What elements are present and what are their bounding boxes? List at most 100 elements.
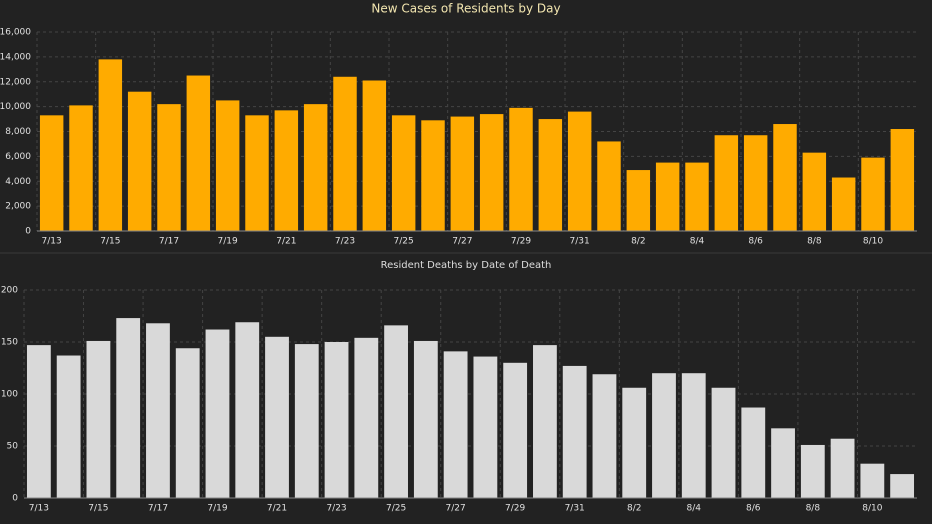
bar — [324, 342, 349, 498]
bar — [771, 428, 795, 498]
y-tick-label: 200 — [1, 286, 18, 296]
x-tick-label: 7/21 — [267, 504, 287, 514]
bar — [26, 345, 51, 498]
bar — [157, 104, 181, 231]
bar — [743, 135, 768, 231]
x-tick-label: 8/6 — [748, 237, 763, 247]
bar — [831, 177, 856, 231]
x-tick-label: 7/29 — [505, 504, 525, 514]
x-tick-label: 7/19 — [207, 504, 227, 514]
x-tick-label: 8/6 — [746, 504, 761, 514]
x-tick-label: 8/4 — [687, 504, 702, 514]
x-tick-label: 8/8 — [806, 504, 821, 514]
chart-title: Resident Deaths by Date of Death — [381, 260, 552, 271]
x-tick-label: 7/19 — [218, 237, 238, 247]
bar — [98, 59, 123, 231]
bar — [538, 119, 563, 231]
bar — [354, 337, 379, 498]
x-tick-label: 7/15 — [100, 237, 120, 247]
bar — [509, 107, 533, 231]
x-tick-label: 7/31 — [565, 504, 585, 514]
bar — [265, 336, 289, 498]
bar — [830, 438, 855, 498]
bar — [711, 387, 736, 498]
x-tick-label: 8/4 — [690, 237, 705, 247]
x-tick-label: 7/13 — [29, 504, 49, 514]
x-tick-label: 7/27 — [452, 237, 472, 247]
bar — [384, 325, 408, 498]
bar — [274, 110, 299, 231]
x-tick-label: 7/17 — [148, 504, 168, 514]
x-tick-label: 7/23 — [335, 237, 355, 247]
y-tick-label: 0 — [25, 227, 31, 237]
bar — [652, 373, 676, 498]
y-tick-label: 12,000 — [0, 77, 31, 87]
bar — [890, 129, 915, 231]
y-tick-label: 0 — [12, 494, 18, 504]
bar — [215, 100, 240, 231]
x-tick-label: 8/10 — [862, 504, 882, 514]
bar — [175, 348, 200, 498]
bar — [567, 111, 592, 231]
x-tick-label: 7/31 — [570, 237, 590, 247]
bar — [362, 80, 387, 231]
x-tick-label: 8/2 — [631, 237, 645, 247]
bar — [450, 116, 475, 231]
bar — [890, 474, 915, 498]
bar — [303, 104, 328, 231]
bar — [56, 355, 81, 498]
bar — [146, 323, 170, 498]
y-tick-label: 6,000 — [5, 152, 31, 162]
y-tick-label: 100 — [1, 390, 18, 400]
bar — [773, 124, 797, 231]
bar — [116, 318, 141, 498]
bar — [714, 135, 739, 231]
bar — [69, 105, 93, 231]
bar — [597, 141, 621, 231]
x-tick-label: 7/15 — [88, 504, 108, 514]
bar — [800, 444, 825, 498]
y-tick-label: 8,000 — [5, 127, 31, 137]
chart-title: New Cases of Residents by Day — [371, 2, 560, 16]
bar — [479, 114, 504, 231]
bar — [294, 344, 319, 498]
bar — [443, 351, 468, 498]
y-tick-label: 4,000 — [5, 177, 31, 187]
bar — [186, 75, 211, 231]
bar — [235, 322, 260, 498]
x-tick-label: 7/25 — [394, 237, 414, 247]
x-tick-label: 7/27 — [446, 504, 466, 514]
bar — [685, 162, 709, 231]
y-tick-label: 2,000 — [5, 202, 31, 212]
y-tick-label: 14,000 — [0, 52, 31, 62]
bar — [592, 374, 617, 498]
x-tick-label: 8/10 — [863, 237, 883, 247]
x-tick-label: 8/2 — [627, 504, 641, 514]
bar — [245, 115, 269, 231]
bar — [741, 407, 766, 498]
x-tick-label: 7/17 — [159, 237, 179, 247]
bar — [861, 157, 885, 231]
y-tick-label: 150 — [1, 338, 18, 348]
y-tick-label: 10,000 — [0, 102, 31, 112]
x-tick-label: 7/29 — [511, 237, 531, 247]
bar — [802, 152, 827, 231]
x-tick-label: 8/8 — [807, 237, 822, 247]
bar — [681, 373, 706, 498]
bar — [421, 120, 445, 231]
bar — [127, 91, 152, 231]
x-tick-label: 7/21 — [276, 237, 296, 247]
bar — [333, 76, 357, 232]
bar — [860, 463, 885, 498]
x-tick-label: 7/13 — [42, 237, 62, 247]
bar — [39, 115, 64, 231]
bar — [391, 115, 416, 231]
x-tick-label: 7/25 — [386, 504, 406, 514]
x-tick-label: 7/23 — [326, 504, 346, 514]
bar — [86, 340, 111, 498]
y-tick-label: 16,000 — [0, 28, 31, 38]
y-tick-label: 50 — [7, 442, 19, 452]
bar — [622, 387, 647, 498]
bar — [626, 170, 651, 231]
